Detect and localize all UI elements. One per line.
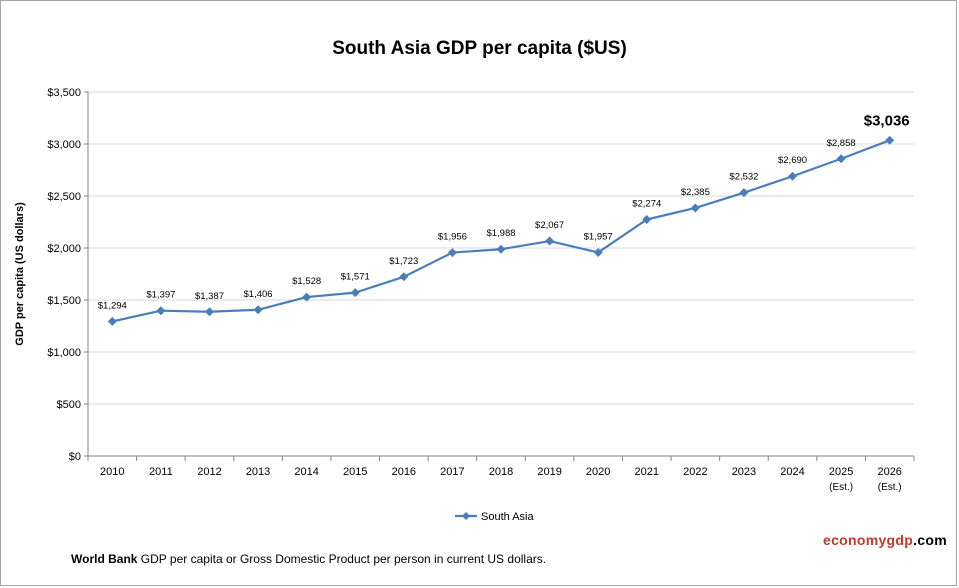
- data-point: [545, 236, 555, 246]
- x-tick-label: 2012: [197, 466, 221, 478]
- data-label: $1,956: [438, 232, 467, 243]
- y-axis-label: GDP per capita (US dollars): [14, 202, 26, 346]
- brand-name: economygdp: [822, 532, 914, 548]
- data-point: [739, 188, 749, 198]
- footer-source: World Bank: [71, 552, 138, 566]
- y-tick-label: $0: [69, 451, 81, 463]
- data-point: [593, 247, 603, 257]
- x-tick-label: 2026: [877, 466, 901, 478]
- data-point: [836, 154, 846, 164]
- data-label: $1,528: [292, 276, 321, 287]
- data-label-highlight: $3,036: [864, 112, 910, 129]
- legend-label: South Asia: [481, 511, 534, 523]
- brand-domain: .com: [913, 532, 947, 548]
- x-tick-label: 2024: [780, 466, 804, 478]
- data-point: [156, 306, 166, 316]
- x-tick-label: 2015: [343, 466, 367, 478]
- x-tick-label: 2011: [149, 466, 173, 478]
- data-point: [399, 272, 409, 282]
- x-tick-sublabel: (Est.): [829, 482, 853, 493]
- x-tick-label: 2025: [829, 466, 853, 478]
- data-point: [302, 292, 312, 302]
- data-point: [788, 171, 798, 181]
- data-point: [350, 288, 360, 298]
- data-point: [204, 307, 214, 317]
- data-label: $1,988: [486, 228, 515, 239]
- x-tick-label: 2019: [537, 466, 561, 478]
- chart-title: South Asia GDP per capita ($US): [332, 38, 627, 59]
- data-label: $1,406: [244, 289, 273, 300]
- x-tick-label: 2020: [586, 466, 610, 478]
- legend-marker: [462, 512, 470, 520]
- data-label: $2,690: [778, 155, 807, 166]
- data-label: $1,571: [341, 272, 370, 283]
- data-point: [690, 203, 700, 213]
- x-tick-label: 2013: [246, 466, 270, 478]
- x-tick-label: 2014: [294, 466, 318, 478]
- y-tick-label: $3,000: [47, 139, 81, 151]
- y-tick-label: $2,500: [47, 191, 81, 203]
- data-point: [253, 305, 263, 315]
- y-tick-label: $3,500: [47, 87, 81, 99]
- data-label: $1,294: [98, 300, 127, 311]
- data-label: $1,957: [584, 231, 613, 242]
- data-label: $1,397: [146, 290, 175, 301]
- data-label: $2,858: [827, 138, 856, 149]
- footer-description: GDP per capita or Gross Domestic Product…: [140, 552, 547, 566]
- footer-note: World Bank GDP per capita or Gross Domes…: [71, 552, 546, 566]
- data-point: [447, 248, 457, 258]
- brand-logo[interactable]: economygdp.com: [823, 532, 947, 548]
- data-label: $2,532: [729, 172, 758, 183]
- data-point: [885, 135, 895, 145]
- x-tick-label: 2018: [489, 466, 513, 478]
- y-tick-label: $1,000: [47, 347, 81, 359]
- data-label: $2,067: [535, 220, 564, 231]
- data-label: $2,385: [681, 187, 710, 198]
- y-tick-label: $1,500: [47, 295, 81, 307]
- x-tick-label: 2017: [440, 466, 464, 478]
- data-label: $1,723: [389, 256, 418, 267]
- data-point: [642, 215, 652, 225]
- x-tick-label: 2022: [683, 466, 707, 478]
- x-tick-label: 2023: [732, 466, 756, 478]
- y-tick-label: $500: [57, 399, 81, 411]
- data-label: $1,387: [195, 291, 224, 302]
- x-tick-label: 2010: [100, 466, 124, 478]
- data-label: $2,274: [632, 199, 661, 210]
- data-point: [496, 244, 506, 254]
- x-tick-label: 2016: [392, 466, 416, 478]
- x-tick-sublabel: (Est.): [878, 482, 902, 493]
- x-tick-label: 2021: [635, 466, 659, 478]
- y-tick-label: $2,000: [47, 243, 81, 255]
- data-point: [107, 316, 117, 326]
